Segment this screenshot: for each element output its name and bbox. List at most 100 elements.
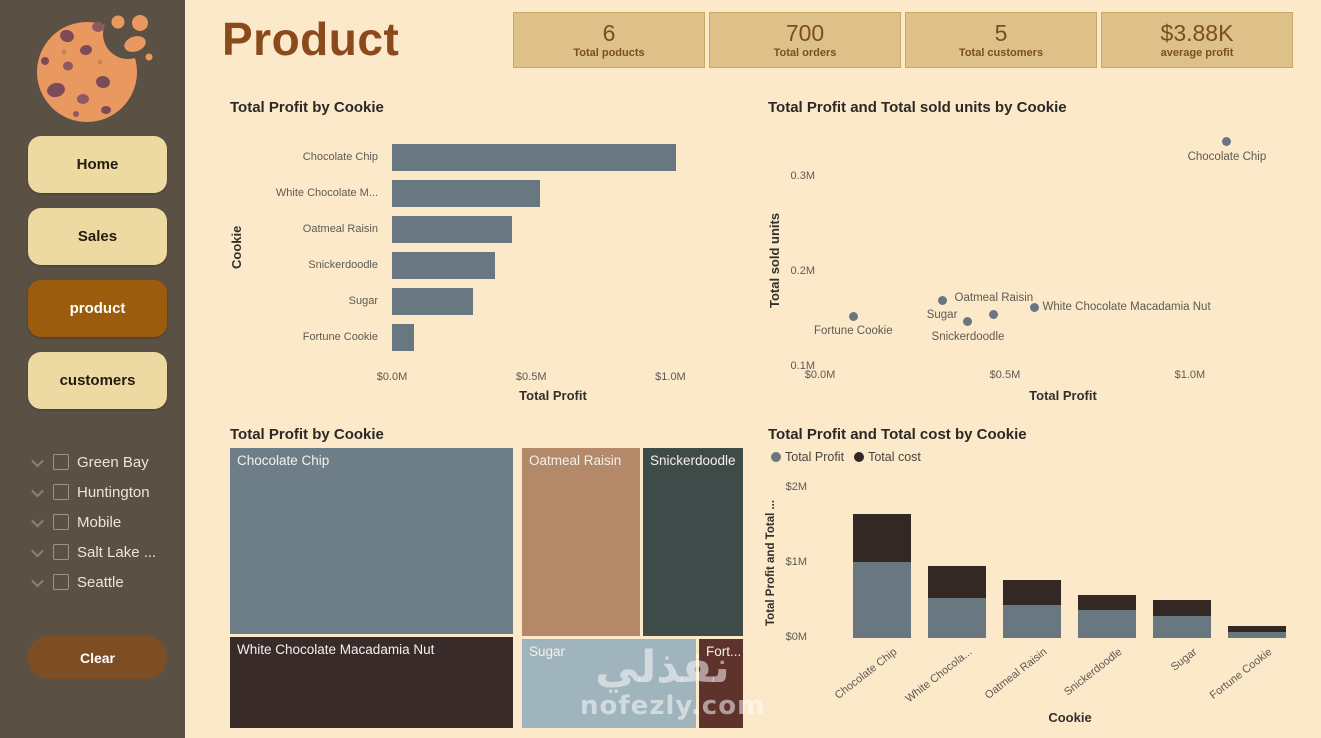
treemap-block-snickerdoodle[interactable]: Snickerdoodle [643, 448, 743, 636]
treemap-block-label: White Chocolate Macadamia Nut [237, 642, 435, 657]
stacked-profit-fortune-cookie[interactable] [1228, 632, 1286, 638]
scatter-dot-oatmeal-raisin[interactable] [989, 309, 999, 319]
bar-category-label: Snickerdoodle [308, 259, 378, 271]
region-label: Seattle [77, 573, 124, 591]
nav-button-sales[interactable]: Sales [28, 208, 167, 265]
region-checkbox[interactable] [53, 544, 69, 560]
bar-row: White Chocolate M... [225, 175, 748, 211]
chevron-down-icon[interactable] [31, 514, 44, 527]
scatter-dot-chocolate-chip[interactable] [1222, 137, 1232, 147]
bar-row: Sugar [225, 283, 748, 319]
kpi-value: 6 [602, 20, 616, 46]
x-tick-label: $0.0M [376, 371, 408, 383]
scatter-dot-sugar[interactable] [937, 295, 947, 305]
bar-oatmeal-raisin[interactable] [392, 215, 512, 243]
region-label: Green Bay [77, 453, 149, 471]
x-axis-title: Cookie [1048, 710, 1092, 725]
region-row[interactable]: Green Bay [0, 447, 185, 477]
kpi-label: average profit [1160, 47, 1234, 59]
chevron-down-icon[interactable] [31, 454, 44, 467]
chart-title: Total Profit and Total cost by Cookie [768, 426, 1027, 443]
cookie-icon [37, 9, 153, 122]
stacked-cost-fortune-cookie[interactable] [1228, 626, 1286, 632]
treemap-block-oatmeal-raisin[interactable]: Oatmeal Raisin [522, 448, 640, 636]
y-tick-label: $2M [785, 481, 807, 493]
stacked-cost-sugar[interactable] [1153, 599, 1211, 616]
treemap-block-label: Snickerdoodle [650, 453, 736, 468]
scatter-dot-snickerdoodle[interactable] [963, 317, 973, 327]
bar-row: Oatmeal Raisin [225, 211, 748, 247]
region-checkbox[interactable] [53, 454, 69, 470]
treemap-block-chocolate-chip[interactable]: Chocolate Chip [230, 448, 513, 634]
kpi-label: Total poducts [573, 47, 645, 59]
kpi-card[interactable]: 6 Total poducts [513, 12, 705, 68]
y-axis-title: Total sold units [767, 212, 782, 308]
x-tick-label: $1.0M [655, 371, 686, 383]
kpi-card[interactable]: $3.88K average profit [1101, 12, 1293, 68]
treemap-area: Chocolate Chip White Chocolate Macadamia … [230, 448, 743, 728]
region-checkbox[interactable] [53, 574, 69, 590]
x-axis-title: Total Profit [519, 388, 587, 403]
treemap-block-white-chocolate-macadamia-nut[interactable]: White Chocolate Macadamia Nut [230, 637, 513, 728]
region-checkbox[interactable] [53, 484, 69, 500]
stacked-cost-oatmeal-raisin[interactable] [1003, 580, 1061, 605]
scatter-dot-label: Sugar [926, 309, 958, 322]
stacked-profit-chocolate-chip[interactable] [853, 561, 911, 638]
kpi-label: Total customers [958, 47, 1044, 59]
region-checkbox[interactable] [53, 514, 69, 530]
sidebar: Home Sales product customers Green Bay Hunti… [0, 0, 185, 738]
scatter-dot-label: Fortune Cookie [813, 325, 893, 338]
nav-button-home[interactable]: Home [28, 136, 167, 193]
region-row[interactable]: Salt Lake ... [0, 537, 185, 567]
region-label: Mobile [77, 513, 122, 531]
region-label: Salt Lake ... [77, 543, 157, 561]
bar-sugar[interactable] [392, 287, 473, 315]
chevron-down-icon[interactable] [31, 574, 44, 587]
stacked-profit-snickerdoodle[interactable] [1078, 610, 1136, 638]
region-label: Huntington [77, 483, 150, 501]
bar-row: Snickerdoodle [225, 247, 748, 283]
stacked-cost-chocolate-chip[interactable] [853, 514, 911, 562]
legend-item-total-profit[interactable]: Total Profit [771, 450, 844, 464]
bar-category-label: Oatmeal Raisin [302, 223, 378, 235]
stacked-cost-white-chocola-[interactable] [928, 566, 986, 599]
y-tick-label: 0.1M [790, 359, 815, 372]
bar-category-label: Sugar [348, 295, 378, 307]
nav-button-product[interactable]: product [28, 280, 167, 337]
main-content: Product 6 Total poducts 700 Total orders 5 To… [185, 0, 1321, 738]
bar-fortune-cookie[interactable] [392, 323, 415, 351]
clear-button[interactable]: Clear [28, 636, 167, 679]
chart-profit-treemap: Total Profit by Cookie Chocolate Chip Whi… [225, 422, 764, 738]
bar-category-label: White Chocolate M... [275, 187, 378, 199]
y-tick-label: $0M [785, 631, 807, 643]
legend-dot [854, 452, 865, 462]
kpi-card[interactable]: 5 Total customers [905, 12, 1097, 68]
kpi-value: 5 [994, 20, 1008, 46]
scatter-dot-fortune-cookie[interactable] [848, 311, 858, 321]
legend-item-total-cost[interactable]: Total cost [854, 450, 921, 464]
bar-snickerdoodle[interactable] [392, 251, 496, 279]
region-row[interactable]: Seattle [0, 567, 185, 597]
kpi-value: 700 [785, 20, 825, 46]
stacked-profit-oatmeal-raisin[interactable] [1003, 605, 1061, 638]
chart-title: Total Profit and Total sold units by Coo… [768, 99, 1067, 116]
bar-chocolate-chip[interactable] [392, 143, 677, 171]
scatter-dot-label: Oatmeal Raisin [954, 292, 1034, 305]
treemap-block-fort-[interactable]: Fort... [699, 639, 743, 728]
chevron-down-icon[interactable] [31, 484, 44, 497]
scatter-dot-white-chocolate-macadamia-nut[interactable] [1030, 303, 1040, 313]
region-row[interactable]: Mobile [0, 507, 185, 537]
treemap-block-label: Fort... [706, 644, 742, 659]
page-title: Product [222, 13, 400, 65]
treemap-block-sugar[interactable]: Sugar [522, 639, 696, 728]
nav-button-customers[interactable]: customers [28, 352, 167, 409]
stacked-profit-sugar[interactable] [1153, 615, 1211, 638]
stacked-profit-white-chocola-[interactable] [928, 598, 986, 638]
kpi-value: $3.88K [1160, 20, 1234, 46]
kpi-card[interactable]: 700 Total orders [709, 12, 901, 68]
bar-white-chocolate-m-[interactable] [392, 179, 540, 207]
bar-row: Chocolate Chip [225, 139, 748, 175]
chevron-down-icon[interactable] [31, 544, 44, 557]
stacked-cost-snickerdoodle[interactable] [1078, 594, 1136, 611]
region-row[interactable]: Huntington [0, 477, 185, 507]
